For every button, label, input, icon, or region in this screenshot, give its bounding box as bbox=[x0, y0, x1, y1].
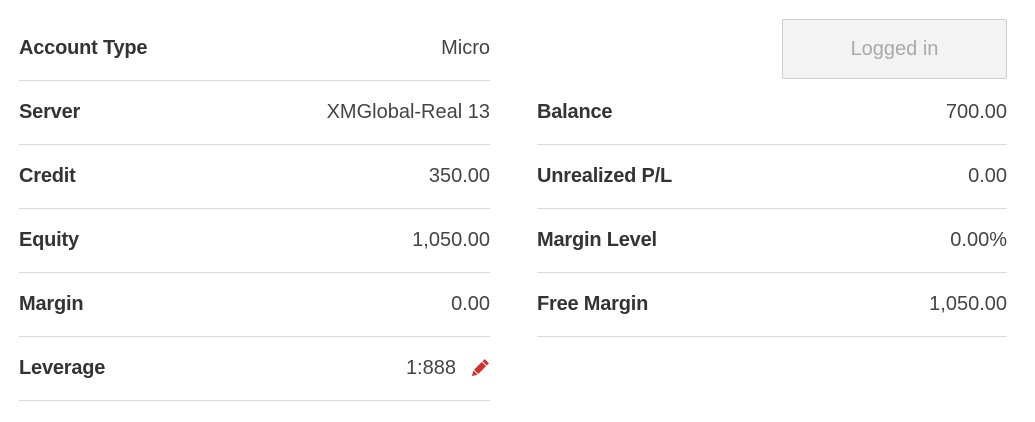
leverage-label: Leverage bbox=[19, 357, 106, 379]
credit-value: 350.00 bbox=[428, 165, 490, 187]
account-details-right: Logged in Balance 700.00 Unrealized P/L … bbox=[537, 17, 1007, 337]
balance-value: 700.00 bbox=[945, 101, 1007, 123]
account-details-left: Account Type Micro Server XMGlobal-Real … bbox=[19, 17, 490, 401]
server-value: XMGlobal-Real 13 bbox=[326, 101, 490, 123]
credit-label: Credit bbox=[19, 165, 76, 187]
balance-label: Balance bbox=[537, 101, 613, 123]
leverage-value-group: 1:888 bbox=[406, 357, 490, 380]
unrealized-pl-label: Unrealized P/L bbox=[537, 165, 673, 187]
margin-label: Margin bbox=[19, 293, 84, 315]
account-type-value: Micro bbox=[441, 37, 490, 59]
row-credit: Credit 350.00 bbox=[19, 145, 490, 209]
free-margin-label: Free Margin bbox=[537, 293, 649, 315]
server-label: Server bbox=[19, 101, 81, 123]
row-leverage: Leverage 1:888 bbox=[19, 337, 490, 401]
row-margin: Margin 0.00 bbox=[19, 273, 490, 337]
pencil-icon[interactable] bbox=[468, 358, 490, 380]
row-margin-level: Margin Level 0.00% bbox=[537, 209, 1007, 273]
row-unrealized-pl: Unrealized P/L 0.00 bbox=[537, 145, 1007, 209]
row-server: Server XMGlobal-Real 13 bbox=[19, 81, 490, 145]
leverage-value: 1:888 bbox=[405, 357, 456, 379]
account-type-label: Account Type bbox=[19, 37, 148, 59]
margin-level-label: Margin Level bbox=[537, 229, 657, 251]
unrealized-pl-value: 0.00 bbox=[968, 165, 1007, 187]
logged-in-button[interactable]: Logged in bbox=[782, 19, 1007, 79]
equity-value: 1,050.00 bbox=[412, 229, 490, 251]
row-account-type: Account Type Micro bbox=[19, 17, 490, 81]
equity-label: Equity bbox=[19, 229, 79, 251]
status-button-row: Logged in bbox=[537, 17, 1007, 81]
row-equity: Equity 1,050.00 bbox=[19, 209, 490, 273]
row-balance: Balance 700.00 bbox=[537, 81, 1007, 145]
free-margin-value: 1,050.00 bbox=[929, 293, 1007, 315]
row-free-margin: Free Margin 1,050.00 bbox=[537, 273, 1007, 337]
margin-level-value: 0.00% bbox=[950, 229, 1007, 251]
margin-value: 0.00 bbox=[451, 293, 490, 315]
